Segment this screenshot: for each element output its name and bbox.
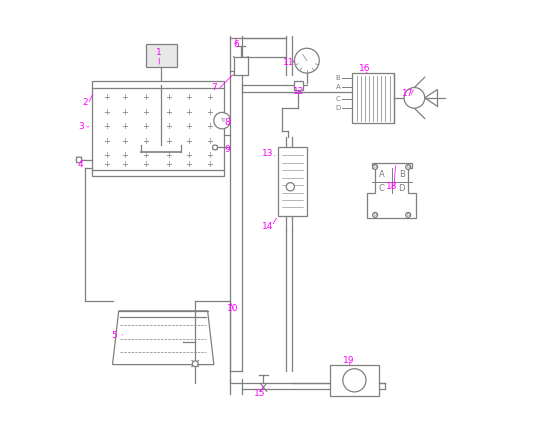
Polygon shape xyxy=(367,163,417,218)
Text: +: + xyxy=(206,151,213,160)
Text: +: + xyxy=(165,122,172,131)
Circle shape xyxy=(405,212,410,217)
Text: +: + xyxy=(142,122,149,131)
Text: 3: 3 xyxy=(78,122,83,131)
Text: D: D xyxy=(398,184,405,193)
Text: D: D xyxy=(335,105,340,111)
Text: C: C xyxy=(379,184,385,193)
Text: +: + xyxy=(185,122,193,131)
Text: +: + xyxy=(185,137,193,146)
Text: +: + xyxy=(206,108,213,117)
Circle shape xyxy=(372,164,377,169)
Text: +: + xyxy=(165,108,172,117)
Text: +: + xyxy=(206,159,213,168)
Text: A: A xyxy=(379,170,385,179)
Text: +: + xyxy=(185,93,193,103)
Text: o: o xyxy=(374,212,377,217)
Circle shape xyxy=(286,183,295,191)
Text: 1: 1 xyxy=(156,48,162,57)
Circle shape xyxy=(76,157,82,163)
Text: B: B xyxy=(399,170,404,179)
Text: +: + xyxy=(142,93,149,103)
Text: +: + xyxy=(122,108,128,117)
Text: +: + xyxy=(185,159,193,168)
Text: o: o xyxy=(407,212,410,217)
Text: +: + xyxy=(206,93,213,103)
Circle shape xyxy=(295,48,319,73)
Text: 16: 16 xyxy=(359,65,371,73)
Text: +: + xyxy=(142,137,149,146)
Text: +: + xyxy=(206,122,213,131)
Text: 13: 13 xyxy=(262,149,273,158)
Text: +: + xyxy=(122,122,128,131)
Text: 2: 2 xyxy=(82,98,87,107)
Circle shape xyxy=(192,361,198,366)
Circle shape xyxy=(372,212,377,217)
Text: 12: 12 xyxy=(293,87,304,96)
Text: 5: 5 xyxy=(111,331,118,340)
Text: +: + xyxy=(142,151,149,160)
Bar xyxy=(92,82,224,177)
Bar xyxy=(352,73,394,123)
Text: C: C xyxy=(335,96,340,102)
Bar xyxy=(293,81,303,90)
Text: 8: 8 xyxy=(224,118,230,127)
Text: +: + xyxy=(142,108,149,117)
Text: 17: 17 xyxy=(403,89,414,98)
Text: 4: 4 xyxy=(78,159,83,168)
Text: 15: 15 xyxy=(254,389,265,398)
Circle shape xyxy=(343,369,366,392)
Text: +: + xyxy=(122,93,128,103)
Circle shape xyxy=(404,87,424,108)
Text: +: + xyxy=(165,137,172,146)
Text: +: + xyxy=(122,159,128,168)
Text: 11: 11 xyxy=(283,58,294,67)
Text: 14: 14 xyxy=(262,222,273,231)
Text: B: B xyxy=(335,75,340,82)
Circle shape xyxy=(405,164,410,169)
Text: +: + xyxy=(165,151,172,160)
Text: 18: 18 xyxy=(386,182,398,191)
Text: +: + xyxy=(122,137,128,146)
Text: o: o xyxy=(407,164,410,169)
Text: +: + xyxy=(103,159,110,168)
Text: 9: 9 xyxy=(224,145,230,154)
Text: 19: 19 xyxy=(343,356,354,365)
Text: +: + xyxy=(142,159,149,168)
Text: +: + xyxy=(103,151,110,160)
Bar xyxy=(278,147,307,216)
Text: +: + xyxy=(122,151,128,160)
Bar xyxy=(146,44,176,67)
Text: TI: TI xyxy=(220,118,225,123)
Text: +: + xyxy=(206,137,213,146)
Text: +: + xyxy=(185,108,193,117)
Text: +: + xyxy=(165,159,172,168)
Text: +: + xyxy=(103,93,110,103)
Text: +: + xyxy=(165,93,172,103)
Text: A: A xyxy=(335,84,340,90)
Bar xyxy=(234,56,248,75)
Text: 10: 10 xyxy=(227,304,238,313)
Text: +: + xyxy=(185,151,193,160)
Bar xyxy=(330,365,379,396)
Circle shape xyxy=(213,145,217,150)
Text: +: + xyxy=(103,122,110,131)
Text: o: o xyxy=(374,164,377,169)
Text: 6: 6 xyxy=(234,39,240,49)
Text: +: + xyxy=(103,108,110,117)
Polygon shape xyxy=(113,311,214,365)
Text: 7: 7 xyxy=(211,83,217,92)
Text: +: + xyxy=(103,137,110,146)
Circle shape xyxy=(214,112,230,129)
